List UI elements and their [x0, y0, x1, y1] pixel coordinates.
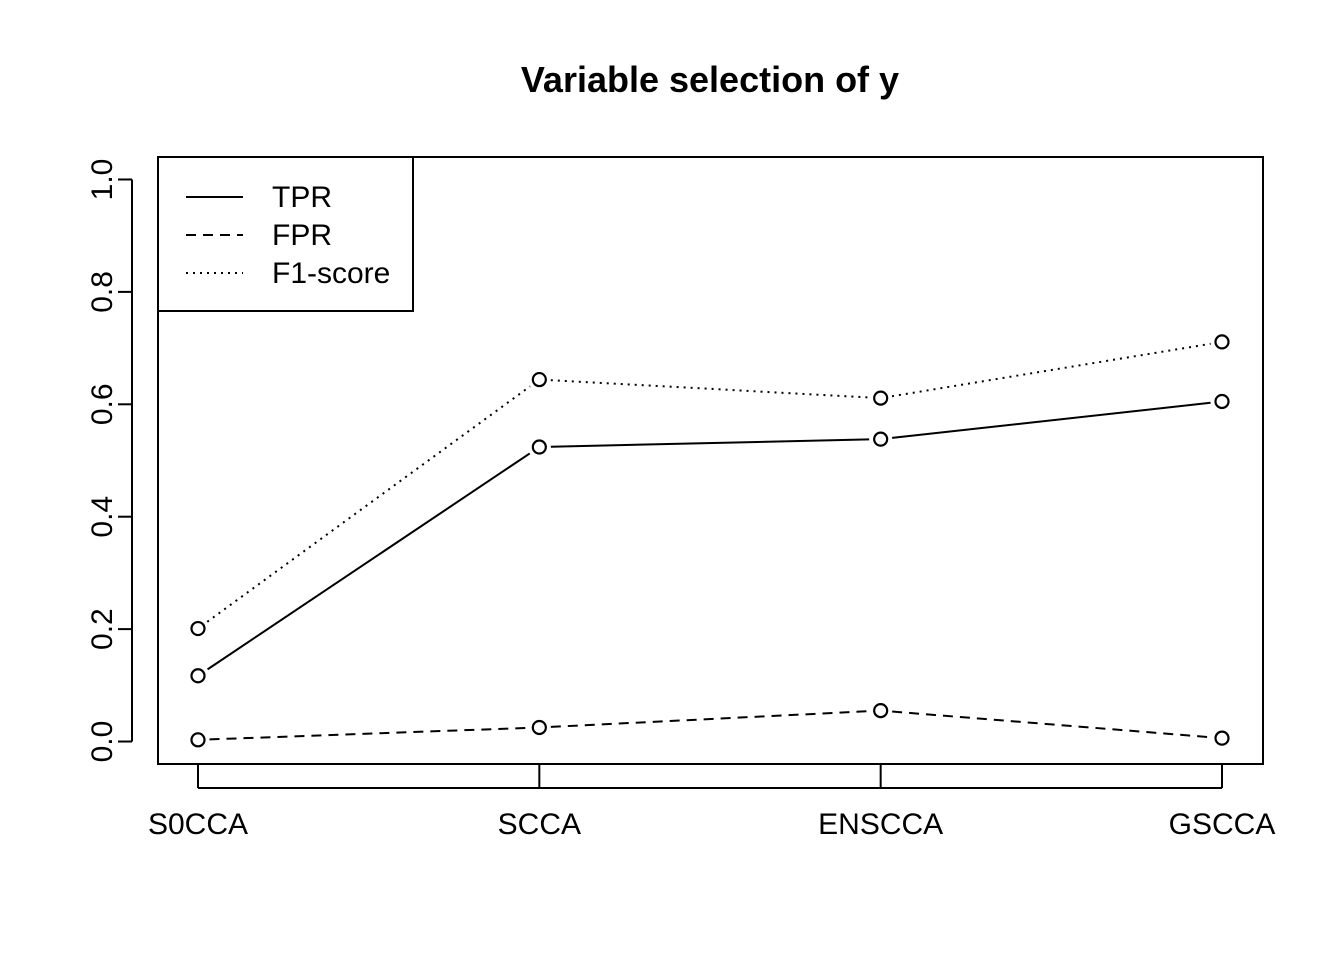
series-tpr [190, 393, 1230, 684]
data-point [1214, 393, 1230, 410]
plot-frame [157, 156, 1264, 765]
series-line-segment [550, 379, 870, 399]
data-point [531, 719, 547, 736]
series-fpr [190, 703, 1230, 748]
data-point [873, 390, 889, 406]
series-line-segment [892, 710, 1211, 739]
y-tick-label: 0.0 [86, 721, 119, 763]
data-point [531, 371, 547, 388]
x-tick-label: S0CCA [148, 808, 248, 841]
data-point [873, 703, 889, 719]
series-line-segment [206, 452, 531, 671]
chart-title: Variable selection of y [521, 59, 899, 100]
data-point [190, 620, 206, 637]
series-line-segment [206, 385, 531, 623]
x-axis: S0CCA SCCA ENSCCA GSCCA [148, 764, 1275, 841]
x-tick-label: ENSCCA [818, 808, 943, 841]
y-tick-label: 0.2 [86, 608, 119, 650]
legend-box [157, 156, 414, 312]
y-tick-label: 0.4 [86, 496, 119, 538]
data-point [531, 439, 547, 455]
series-line-segment [550, 710, 870, 728]
data-point [1214, 334, 1230, 350]
series-line-segment [891, 342, 1211, 398]
series-f1-score [190, 334, 1230, 637]
legend: TPR FPR F1-score [157, 156, 414, 312]
legend-label: TPR [272, 181, 332, 214]
data-point [190, 732, 206, 748]
series-line-segment [891, 401, 1211, 439]
data-point [873, 431, 889, 447]
y-axis: 0.0 0.2 0.4 0.6 0.8 1.0 [86, 159, 133, 763]
data-point [1214, 730, 1230, 746]
legend-label: F1-score [272, 257, 390, 290]
data-point [190, 668, 206, 684]
series-layer [190, 334, 1230, 748]
y-tick-label: 0.8 [86, 271, 119, 313]
series-line-segment [209, 726, 528, 741]
x-tick-label: SCCA [498, 808, 581, 841]
legend-label: FPR [272, 219, 332, 252]
series-line-segment [550, 438, 870, 448]
x-tick-label: GSCCA [1169, 808, 1276, 841]
y-tick-label: 0.6 [86, 383, 119, 425]
y-tick-label: 1.0 [86, 159, 119, 201]
